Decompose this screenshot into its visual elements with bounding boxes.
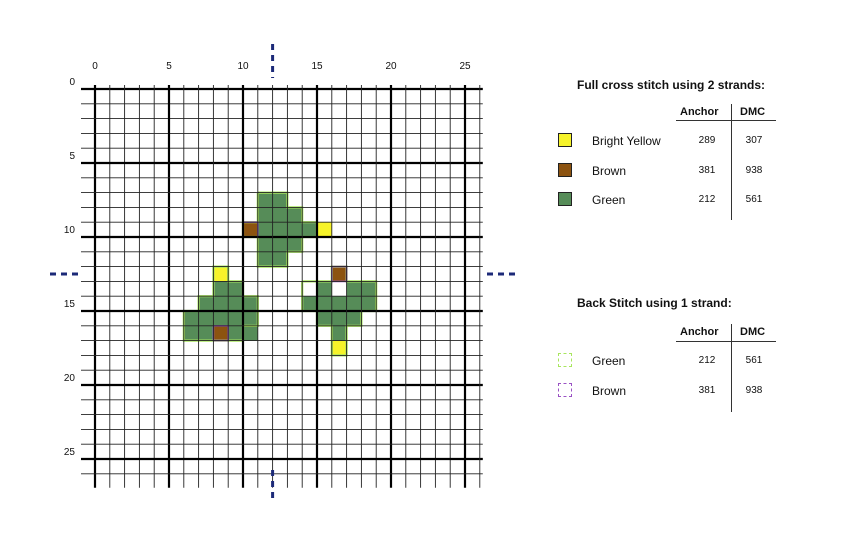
green-stitch bbox=[272, 192, 288, 208]
green-stitch bbox=[287, 222, 303, 237]
legend-dmc-number: 938 bbox=[745, 385, 763, 396]
legend-row-brown: Brown 381 938 bbox=[558, 163, 798, 181]
x-tick-label: 10 bbox=[237, 61, 249, 72]
legend-anchor-number: 212 bbox=[698, 355, 716, 366]
chart-grid bbox=[81, 85, 483, 488]
green-stitch bbox=[346, 281, 362, 297]
legend-color-name: Green bbox=[592, 354, 626, 368]
y-tick-label: 15 bbox=[64, 299, 76, 310]
green-stitch bbox=[317, 296, 332, 311]
legend-row-bright-yellow: Bright Yellow 289 307 bbox=[558, 133, 798, 151]
yellow-stitch bbox=[213, 266, 229, 282]
green-stitch bbox=[228, 296, 243, 311]
green-stitch bbox=[228, 281, 243, 297]
back-stitch-anchor-header: Anchor bbox=[680, 326, 719, 338]
green-stitch bbox=[257, 222, 273, 237]
green-stitch bbox=[213, 311, 229, 326]
legend-anchor-number: 381 bbox=[698, 165, 716, 176]
x-tick-label: 15 bbox=[311, 61, 323, 72]
yellow-stitch bbox=[331, 340, 347, 356]
green-stitch bbox=[272, 251, 288, 267]
green-stitch bbox=[257, 207, 273, 223]
green-stitch bbox=[183, 325, 199, 341]
green-stitch bbox=[198, 311, 214, 326]
brown-stitch bbox=[331, 266, 347, 282]
brown-stitch bbox=[243, 222, 258, 237]
green-stitch bbox=[346, 311, 362, 326]
green-stitch bbox=[228, 311, 243, 326]
green-stitch bbox=[331, 311, 347, 326]
legend-row-green: Green 212 561 bbox=[558, 192, 798, 210]
green-stitch bbox=[287, 237, 303, 252]
brown-stitch bbox=[213, 325, 229, 341]
green-stitch bbox=[243, 325, 258, 341]
center-markers bbox=[50, 44, 518, 502]
y-tick-label: 20 bbox=[64, 373, 76, 384]
legend-row-backstitch-brown: Brown 381 938 bbox=[558, 383, 798, 401]
green-stitch bbox=[287, 207, 303, 223]
legend-dmc-number: 561 bbox=[745, 355, 763, 366]
green-stitch bbox=[317, 281, 332, 297]
legend-color-name: Bright Yellow bbox=[592, 134, 661, 148]
green-stitch bbox=[302, 296, 317, 311]
x-tick-label: 0 bbox=[92, 61, 98, 72]
green-stitch bbox=[257, 237, 273, 252]
brown-swatch bbox=[558, 163, 572, 177]
bright-yellow-swatch bbox=[558, 133, 572, 147]
green-stitch bbox=[346, 296, 362, 311]
x-tick-label: 5 bbox=[166, 61, 172, 72]
green-stitch bbox=[243, 311, 258, 326]
green-stitch bbox=[213, 296, 229, 311]
legend-dmc-number: 307 bbox=[745, 135, 763, 146]
legend-anchor-number: 212 bbox=[698, 194, 716, 205]
y-tick-label: 10 bbox=[64, 225, 76, 236]
legend-color-name: Green bbox=[592, 193, 626, 207]
green-stitch bbox=[331, 325, 347, 341]
yellow-stitch bbox=[317, 222, 332, 237]
legend-dmc-number: 938 bbox=[745, 165, 763, 176]
back-stitch-header-rule bbox=[676, 341, 776, 342]
y-tick-label: 25 bbox=[64, 447, 76, 458]
full-cross-dmc-header: DMC bbox=[740, 106, 766, 118]
full-cross-anchor-header: Anchor bbox=[680, 106, 719, 118]
green-stitch bbox=[361, 281, 377, 297]
legend-dmc-number: 561 bbox=[745, 194, 763, 205]
green-stitch bbox=[317, 311, 332, 326]
back-stitch-dmc-header: DMC bbox=[740, 326, 766, 338]
full-cross-column-divider bbox=[731, 104, 732, 220]
green-stitch bbox=[257, 192, 273, 208]
y-tick-label: 0 bbox=[69, 77, 75, 88]
axis-labels: 0 5 10 15 20 25 0 5 10 15 20 25 bbox=[64, 61, 471, 458]
legend-anchor-number: 289 bbox=[698, 135, 716, 146]
green-stitch bbox=[243, 296, 258, 311]
y-tick-label: 5 bbox=[69, 151, 75, 162]
x-tick-label: 25 bbox=[459, 61, 471, 72]
green-stitch bbox=[272, 207, 288, 223]
green-stitch bbox=[257, 251, 273, 267]
legend-color-name: Brown bbox=[592, 384, 627, 398]
legend-anchor-number: 381 bbox=[698, 385, 716, 396]
back-stitch-column-divider bbox=[731, 324, 732, 412]
legend-row-backstitch-green: Green 212 561 bbox=[558, 353, 798, 371]
brown-backstitch-swatch bbox=[558, 383, 572, 397]
green-stitch bbox=[213, 281, 229, 297]
green-stitch bbox=[183, 311, 199, 326]
full-cross-legend-title: Full cross stitch using 2 strands: bbox=[577, 78, 766, 92]
full-cross-header-rule bbox=[676, 120, 776, 121]
back-stitch-legend-title: Back Stitch using 1 strand: bbox=[577, 296, 732, 310]
stitch-fills bbox=[183, 192, 377, 356]
green-backstitch-swatch bbox=[558, 353, 572, 367]
x-tick-label: 20 bbox=[385, 61, 397, 72]
green-stitch bbox=[331, 296, 347, 311]
green-stitch bbox=[198, 296, 214, 311]
green-stitch bbox=[302, 222, 317, 237]
green-stitch bbox=[272, 222, 288, 237]
green-stitch bbox=[272, 237, 288, 252]
green-stitch bbox=[228, 325, 243, 341]
green-swatch bbox=[558, 192, 572, 206]
legend-color-name: Brown bbox=[592, 164, 627, 178]
green-stitch bbox=[361, 296, 377, 311]
green-stitch bbox=[198, 325, 214, 341]
